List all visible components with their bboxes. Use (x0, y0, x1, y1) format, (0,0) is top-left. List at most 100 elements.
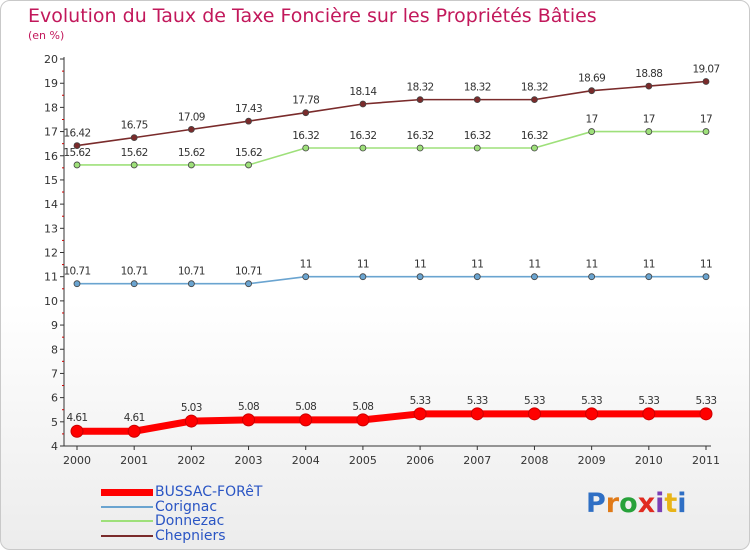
series-line (77, 410, 706, 435)
data-point (645, 82, 653, 90)
data-point (359, 100, 367, 108)
data-label: 5.33 (467, 395, 488, 407)
data-point (127, 424, 141, 438)
data-point (645, 128, 653, 135)
data-point (359, 144, 367, 152)
data-label: 17.78 (292, 95, 319, 107)
y-tick-label: 19 (44, 77, 58, 90)
data-point (473, 96, 481, 104)
data-point (473, 144, 481, 152)
data-label: 5.33 (696, 395, 717, 407)
y-tick-label: 10 (44, 295, 58, 308)
data-point (473, 273, 481, 281)
x-tick-label: 2011 (692, 454, 720, 467)
data-point (73, 280, 81, 288)
data-point (531, 96, 538, 104)
data-point (302, 144, 310, 152)
data-label: 19.07 (692, 63, 719, 75)
data-label: 16.32 (349, 130, 376, 142)
y-tick-label: 16 (44, 150, 58, 163)
data-point (245, 161, 252, 169)
data-label: 11 (700, 259, 712, 271)
data-label: 16.32 (292, 130, 319, 142)
data-label: 4.61 (67, 412, 88, 424)
data-point (531, 144, 538, 152)
data-label: 18.32 (464, 82, 491, 94)
data-label: 10.71 (178, 266, 205, 278)
data-point (702, 273, 710, 281)
x-tick-label: 2009 (578, 454, 606, 467)
data-label: 11 (414, 259, 426, 271)
data-label: 11 (586, 259, 598, 271)
y-tick-label: 12 (44, 247, 58, 260)
data-label: 5.08 (295, 401, 316, 413)
data-point (645, 273, 653, 281)
y-tick-label: 8 (51, 343, 58, 356)
data-label: 5.33 (524, 395, 545, 407)
legend-label: BUSSAC-FORêT (155, 484, 263, 500)
data-point (356, 413, 370, 427)
data-point (70, 424, 84, 438)
legend-label: Corignac (155, 498, 218, 515)
data-label: 17.09 (178, 111, 205, 123)
data-label: 15.62 (178, 147, 205, 159)
data-point (413, 407, 427, 421)
data-label: 15.62 (235, 147, 262, 159)
chart-title: Evolution du Taux de Taxe Foncière sur l… (28, 5, 597, 27)
y-tick-label: 6 (51, 392, 58, 405)
data-label: 10.71 (121, 266, 148, 278)
data-label: 18.88 (635, 68, 662, 80)
series-line (77, 275, 706, 285)
data-label: 5.03 (181, 402, 202, 414)
data-label: 17 (643, 114, 655, 126)
data-label: 10.71 (235, 266, 262, 278)
data-label: 5.08 (352, 401, 373, 413)
legend-label: Donnezac (155, 513, 225, 529)
data-label: 15.62 (121, 147, 148, 159)
proxiti-logo: Proxiti (586, 488, 687, 519)
y-tick-label: 7 (51, 367, 58, 380)
data-point (470, 407, 484, 421)
legend-swatch (101, 488, 153, 496)
data-point (302, 273, 310, 281)
data-label: 4.61 (124, 412, 145, 424)
y-tick-label: 17 (44, 126, 58, 139)
data-point (187, 280, 195, 288)
data-label: 16.32 (407, 130, 434, 142)
data-label: 17 (700, 114, 712, 126)
legend-swatch (101, 505, 153, 508)
x-tick-label: 2001 (120, 454, 148, 467)
y-tick-label: 14 (44, 198, 58, 211)
data-label: 5.08 (238, 401, 259, 413)
data-point (642, 407, 656, 421)
data-point (242, 413, 256, 427)
data-point (130, 280, 138, 288)
data-point (187, 125, 195, 133)
data-label: 5.33 (581, 395, 602, 407)
unit-label: (en %) (28, 29, 65, 42)
y-tick-label: 9 (51, 319, 58, 332)
data-label: 16.42 (63, 128, 90, 140)
x-tick-label: 2004 (292, 454, 320, 467)
data-point (588, 273, 596, 281)
data-label: 5.33 (410, 395, 431, 407)
x-tick-label: 2005 (349, 454, 377, 467)
data-point (299, 413, 313, 427)
x-tick-label: 2003 (235, 454, 263, 467)
x-tick-label: 2002 (177, 454, 205, 467)
data-label: 11 (300, 259, 312, 271)
data-point (130, 161, 138, 169)
data-label: 5.33 (638, 395, 659, 407)
data-point (531, 273, 538, 281)
x-tick-label: 2008 (520, 454, 548, 467)
data-point (699, 407, 713, 421)
legend-swatch (101, 534, 153, 537)
data-point (588, 128, 596, 135)
data-point (187, 161, 195, 169)
data-point (527, 407, 541, 421)
data-label: 18.14 (349, 86, 377, 98)
data-point (245, 280, 252, 288)
data-point (416, 273, 424, 281)
